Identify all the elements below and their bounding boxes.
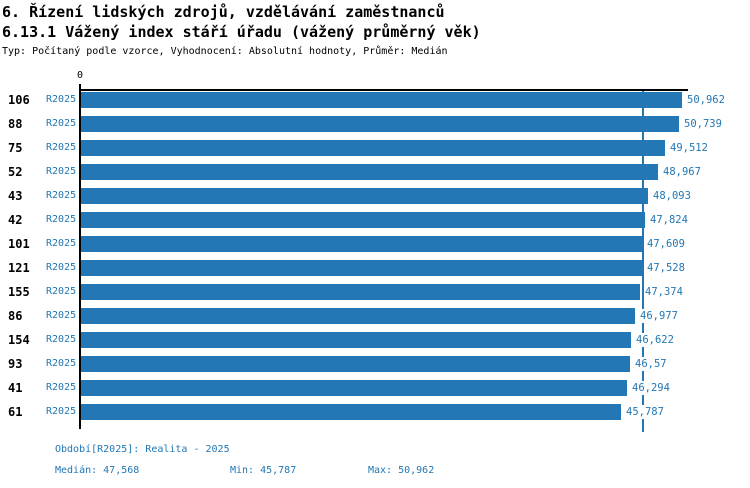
footer-min-label: Min: 45,787 <box>230 465 297 476</box>
chart-subtitle: 6.13.1 Vážený index stáří úřadu (vážený … <box>2 23 481 41</box>
row-period-label: R2025 <box>46 94 77 105</box>
row-category-label: 93 <box>8 357 23 371</box>
bar <box>81 140 665 156</box>
bar-value-label: 47,609 <box>646 237 686 251</box>
footer-max-label: Max: 50,962 <box>368 465 435 476</box>
chart-title: 6. Řízení lidských zdrojů, vzdělávání za… <box>2 3 445 21</box>
row-period-label: R2025 <box>46 406 77 417</box>
y-axis-line <box>79 84 81 429</box>
bar <box>81 236 642 252</box>
bar-value-label: 47,374 <box>644 285 684 299</box>
row-period-label: R2025 <box>46 238 77 249</box>
chart-meta-line: Typ: Počítaný podle vzorce, Vyhodnocení:… <box>2 46 448 57</box>
row-period-label: R2025 <box>46 166 77 177</box>
row-category-label: 61 <box>8 405 23 419</box>
footer-median-label: Medián: 47,568 <box>55 465 140 476</box>
bar <box>81 404 621 420</box>
bar-value-label: 46,57 <box>634 357 668 371</box>
bar-value-label: 48,967 <box>662 165 702 179</box>
row-period-label: R2025 <box>46 358 77 369</box>
row-period-label: R2025 <box>46 118 77 129</box>
row-category-label: 155 <box>8 285 30 299</box>
bar <box>81 212 645 228</box>
row-period-label: R2025 <box>46 286 77 297</box>
row-period-label: R2025 <box>46 310 77 321</box>
axis-origin-label: 0 <box>76 70 84 81</box>
row-category-label: 106 <box>8 93 30 107</box>
median-line <box>642 91 644 432</box>
row-period-label: R2025 <box>46 190 77 201</box>
row-category-label: 75 <box>8 141 23 155</box>
row-category-label: 42 <box>8 213 23 227</box>
bar <box>81 308 635 324</box>
row-category-label: 121 <box>8 261 30 275</box>
bar-value-label: 45,787 <box>625 405 665 419</box>
x-axis-line <box>80 89 688 91</box>
bar <box>81 332 631 348</box>
row-period-label: R2025 <box>46 382 77 393</box>
bar-value-label: 49,512 <box>669 141 709 155</box>
bar-value-label: 47,824 <box>649 213 689 227</box>
bar-value-label: 46,977 <box>639 309 679 323</box>
row-period-label: R2025 <box>46 214 77 225</box>
row-period-label: R2025 <box>46 334 77 345</box>
row-period-label: R2025 <box>46 142 77 153</box>
bar <box>81 284 640 300</box>
bar <box>81 356 630 372</box>
bar-value-label: 46,294 <box>631 381 671 395</box>
bar-value-label: 47,528 <box>646 261 686 275</box>
row-category-label: 101 <box>8 237 30 251</box>
bar <box>81 116 679 132</box>
bar-value-label: 48,093 <box>652 189 692 203</box>
bar-value-label: 50,739 <box>683 117 723 131</box>
bar <box>81 164 658 180</box>
bar <box>81 380 627 396</box>
row-category-label: 154 <box>8 333 30 347</box>
row-category-label: 88 <box>8 117 23 131</box>
row-category-label: 41 <box>8 381 23 395</box>
row-category-label: 43 <box>8 189 23 203</box>
row-category-label: 52 <box>8 165 23 179</box>
bar <box>81 92 682 108</box>
bar-value-label: 50,962 <box>686 93 726 107</box>
bar <box>81 260 642 276</box>
bar <box>81 188 648 204</box>
footer-period-label: Období[R2025]: Realita - 2025 <box>55 444 230 455</box>
row-category-label: 86 <box>8 309 23 323</box>
bar-value-label: 46,622 <box>635 333 675 347</box>
row-period-label: R2025 <box>46 262 77 273</box>
